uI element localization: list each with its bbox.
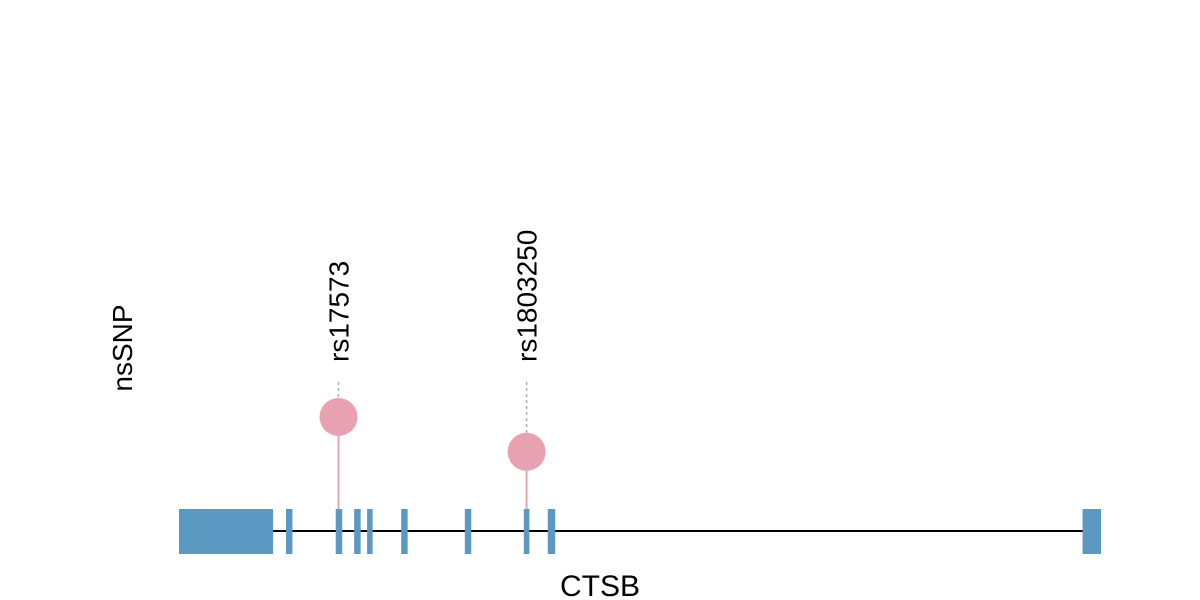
snp-head-layer: rs17573 rs1803250 xyxy=(319,230,546,471)
snp-head-rs17573[interactable] xyxy=(319,398,358,436)
exon-layer xyxy=(179,509,1101,554)
exon-5 xyxy=(367,509,373,554)
snp-label-rs17573: rs17573 xyxy=(324,261,355,362)
exon-8 xyxy=(523,509,530,554)
exon-2 xyxy=(285,509,293,554)
exon-4 xyxy=(354,509,361,554)
exon-10 xyxy=(1082,509,1101,554)
snp-layer xyxy=(337,382,528,531)
exon-7 xyxy=(464,509,472,554)
exon-6 xyxy=(401,509,408,554)
exon-1 xyxy=(179,509,274,554)
gene-name-label: CTSB xyxy=(560,570,640,600)
exon-3 xyxy=(335,509,343,554)
track-label: nsSNP xyxy=(107,304,138,391)
exon-9 xyxy=(547,509,556,554)
snp-head-rs1803250[interactable] xyxy=(507,432,546,471)
snp-label-rs1803250: rs1803250 xyxy=(512,230,543,362)
